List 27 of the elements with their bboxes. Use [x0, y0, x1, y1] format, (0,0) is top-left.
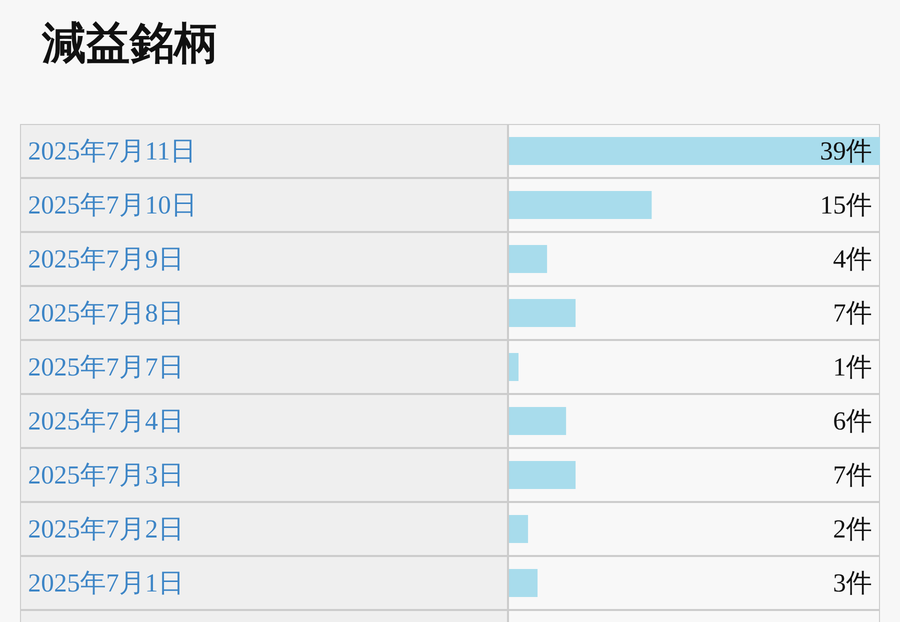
data-label: 4件: [833, 244, 872, 274]
data-label: 15件: [820, 190, 872, 220]
data-label: 7件: [833, 460, 872, 490]
bar: [509, 353, 519, 381]
y-tick-label: 2025年7月9日: [28, 244, 184, 274]
data-label: 6件: [833, 406, 872, 436]
y-tick-label: 2025年7月3日: [28, 460, 184, 490]
y-tick-label: 2025年7月1日: [28, 568, 184, 598]
y-tick-label: 2025年7月10日: [28, 190, 197, 220]
bar: [509, 515, 528, 543]
bar: [509, 407, 566, 435]
data-label: 39件: [820, 136, 872, 166]
y-tick-label: 2025年7月7日: [28, 352, 184, 382]
data-label: 1件: [833, 352, 872, 382]
bar: [509, 569, 538, 597]
bar: [509, 245, 548, 273]
data-label: 2件: [833, 514, 872, 544]
y-tick-label: 2025年7月2日: [28, 514, 184, 544]
y-tick-label: 2025年7月8日: [28, 298, 184, 328]
bar: [509, 461, 576, 489]
text: 減益銘柄: [42, 18, 218, 70]
bar: [509, 299, 576, 327]
data-label: 3件: [833, 568, 872, 598]
y-tick-label: 2025年7月4日: [28, 406, 184, 436]
data-label: 7件: [833, 298, 872, 328]
bar: [509, 191, 652, 219]
y-tick-label: 2025年7月11日: [28, 136, 196, 166]
